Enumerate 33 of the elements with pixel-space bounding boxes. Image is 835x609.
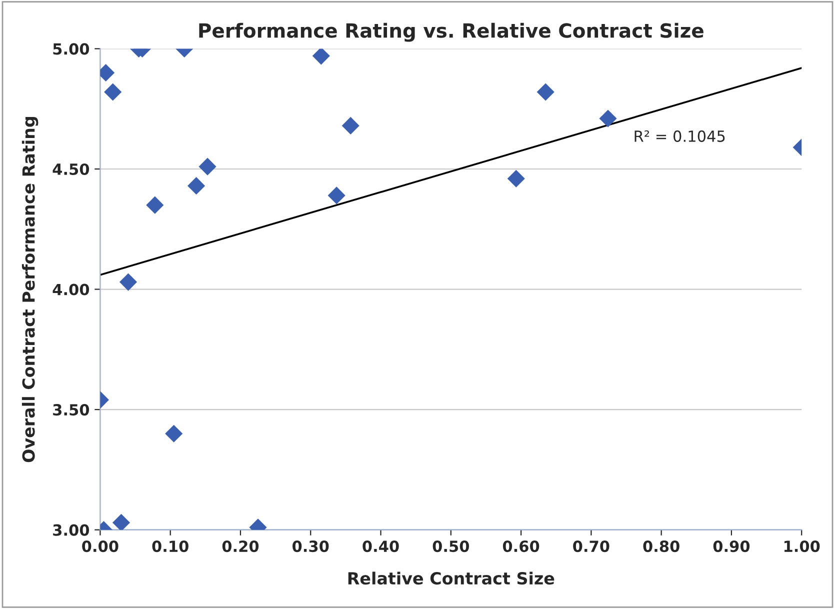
point	[198, 158, 216, 176]
x-tick-label: 0.20	[222, 540, 259, 552]
point	[112, 514, 130, 530]
y-tick-label: 3.50	[53, 404, 90, 416]
y-tick-label: 3.00	[53, 524, 90, 536]
y-tick-label: 4.50	[52, 163, 90, 176]
point	[599, 110, 617, 128]
point	[165, 424, 183, 442]
point	[312, 48, 330, 65]
x-tick-label: 0.90	[713, 540, 750, 552]
point	[119, 273, 138, 291]
x-tick-label: 0.00	[82, 540, 118, 552]
point	[146, 196, 164, 214]
point	[507, 170, 525, 188]
x-tick-label: 1.00	[784, 540, 820, 552]
y-tick-label: 5.00	[53, 43, 90, 55]
y-tick-label: 4.00	[52, 284, 90, 296]
x-tick-label: 0.60	[502, 540, 540, 552]
y-axis-title: Overall Contract Performance Rating	[22, 117, 38, 462]
x-tick-label: 0.30	[292, 540, 329, 552]
x-axis-title: Relative Contract Size	[348, 572, 554, 585]
annotation: R² = 0.1045	[634, 130, 725, 142]
x-tick-label: 0.70	[573, 540, 610, 552]
chart-title: Performance Rating vs. Relative Contract Size	[199, 22, 704, 42]
x-tick-label: 0.40	[362, 540, 399, 552]
point	[536, 83, 554, 101]
point	[104, 83, 122, 101]
point	[328, 186, 346, 204]
point	[342, 116, 360, 134]
x-tick-label: 0.80	[643, 540, 680, 552]
point	[188, 177, 206, 195]
x-tick-label: 0.50	[432, 540, 470, 552]
x-tick-label: 0.10	[152, 540, 188, 552]
